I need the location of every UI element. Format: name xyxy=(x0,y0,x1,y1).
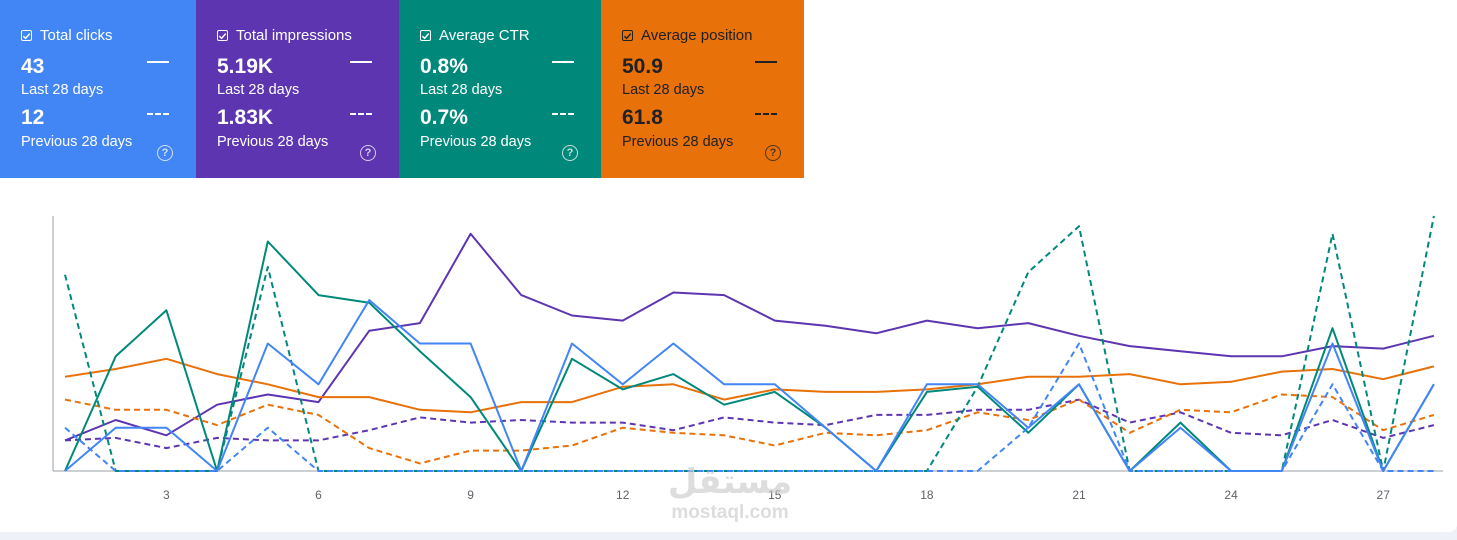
card-average-ctr[interactable]: Average CTR 0.8% Last 28 days 0.7% Previ… xyxy=(399,0,601,178)
previous-value: 12 xyxy=(21,106,45,129)
help-icon[interactable]: ? xyxy=(765,145,781,161)
series-line-2 xyxy=(64,357,1435,414)
x-tick-label: 15 xyxy=(768,488,782,502)
metric-cards: Total clicks 43 Last 28 days 12 Previous… xyxy=(0,0,804,178)
card-header: Total clicks xyxy=(21,27,113,44)
card-total-impressions[interactable]: Total impressions 5.19K Last 28 days 1.8… xyxy=(196,0,399,178)
x-tick-label: 9 xyxy=(467,488,474,502)
performance-line-chart[interactable]: 3 6 9 12 15 18 21 24 27 xyxy=(0,180,1457,510)
checkbox-checked-icon[interactable] xyxy=(622,30,633,41)
card-header: Total impressions xyxy=(217,27,352,44)
card-header: Average position xyxy=(622,27,752,44)
series-line-3 xyxy=(64,393,1435,465)
series-line-4 xyxy=(64,240,1435,472)
card-label: Average CTR xyxy=(439,27,530,44)
previous-value: 61.8 xyxy=(622,106,663,129)
card-header: Average CTR xyxy=(420,27,530,44)
dashed-line-legend-icon xyxy=(755,113,777,115)
previous-period: Previous 28 days xyxy=(217,134,329,150)
previous-period: Previous 28 days xyxy=(420,134,532,150)
current-value: 43 xyxy=(21,55,45,78)
x-tick-label: 18 xyxy=(920,488,934,502)
x-tick-label: 6 xyxy=(315,488,322,502)
help-icon[interactable]: ? xyxy=(157,145,173,161)
solid-line-legend-icon xyxy=(350,61,372,63)
series-line-0 xyxy=(64,232,1435,442)
current-period: Last 28 days xyxy=(21,82,104,98)
x-tick-label: 27 xyxy=(1377,488,1391,502)
previous-value: 1.83K xyxy=(217,106,274,129)
previous-period: Previous 28 days xyxy=(622,134,734,150)
x-tick-label: 24 xyxy=(1224,488,1238,502)
dashed-line-legend-icon xyxy=(552,113,574,115)
card-label: Total impressions xyxy=(236,27,352,44)
x-tick-label: 3 xyxy=(163,488,170,502)
dashed-line-legend-icon xyxy=(350,113,372,115)
current-period: Last 28 days xyxy=(622,82,705,98)
card-label: Average position xyxy=(641,27,753,44)
previous-value: 0.7% xyxy=(420,106,468,129)
card-average-position[interactable]: Average position 50.9 Last 28 days 61.8 … xyxy=(601,0,804,178)
solid-line-legend-icon xyxy=(147,61,169,63)
current-value: 5.19K xyxy=(217,55,274,78)
current-period: Last 28 days xyxy=(217,82,300,98)
current-value: 0.8% xyxy=(420,55,468,78)
checkbox-checked-icon[interactable] xyxy=(21,30,32,41)
series-line-1 xyxy=(64,398,1435,450)
current-period: Last 28 days xyxy=(420,82,503,98)
solid-line-legend-icon xyxy=(755,61,777,63)
help-icon[interactable]: ? xyxy=(360,145,376,161)
previous-period: Previous 28 days xyxy=(21,134,133,150)
checkbox-checked-icon[interactable] xyxy=(420,30,431,41)
series-line-6 xyxy=(64,299,1435,472)
card-total-clicks[interactable]: Total clicks 43 Last 28 days 12 Previous… xyxy=(0,0,196,178)
x-tick-label: 12 xyxy=(616,488,630,502)
x-tick-label: 21 xyxy=(1072,488,1086,502)
solid-line-legend-icon xyxy=(552,61,574,63)
series-line-7 xyxy=(64,342,1434,472)
current-value: 50.9 xyxy=(622,55,663,78)
checkbox-checked-icon[interactable] xyxy=(217,30,228,41)
help-icon[interactable]: ? xyxy=(562,145,578,161)
card-label: Total clicks xyxy=(40,27,113,44)
dashed-line-legend-icon xyxy=(147,113,169,115)
